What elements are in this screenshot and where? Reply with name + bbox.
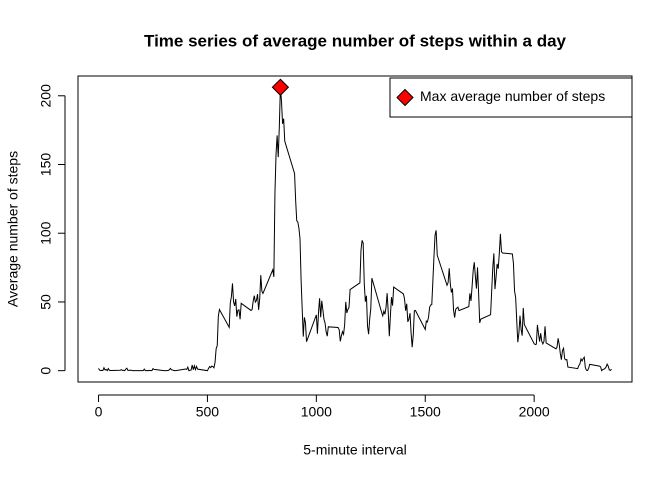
y-tick-label: 200 bbox=[38, 84, 54, 108]
x-tick-label: 0 bbox=[95, 404, 103, 420]
y-tick-label: 50 bbox=[38, 294, 54, 310]
plot-box bbox=[77, 75, 633, 383]
x-tick-label: 500 bbox=[196, 404, 220, 420]
max-point bbox=[271, 78, 290, 96]
y-tick-label: 100 bbox=[38, 221, 54, 245]
legend-box bbox=[389, 77, 633, 118]
legend-label: Max average number of steps bbox=[420, 88, 605, 104]
y-tick-label: 0 bbox=[38, 367, 54, 375]
legend-symbol bbox=[396, 88, 414, 107]
y-tick-label: 150 bbox=[38, 153, 54, 177]
y-axis-label: Average number of steps bbox=[5, 151, 21, 307]
x-tick-label: 1500 bbox=[410, 404, 441, 420]
data-line bbox=[98, 87, 612, 372]
x-tick-label: 2000 bbox=[519, 404, 550, 420]
x-axis-label: 5-minute interval bbox=[303, 442, 407, 458]
x-tick-label: 1000 bbox=[301, 404, 332, 420]
chart-title: Time series of average number of steps w… bbox=[144, 31, 567, 50]
